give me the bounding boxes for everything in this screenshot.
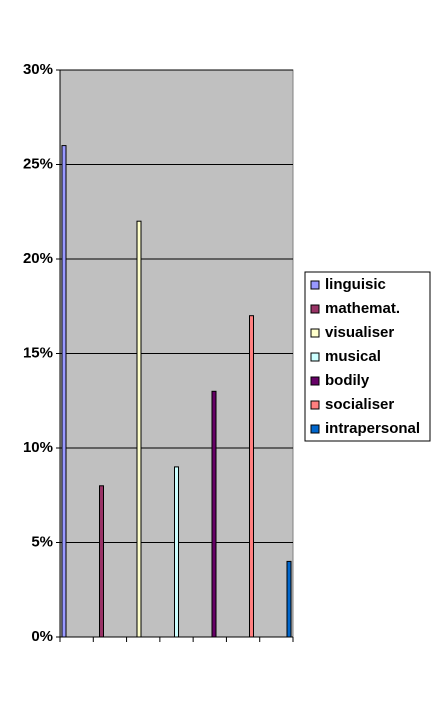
bar <box>211 390 217 638</box>
bar <box>136 220 142 638</box>
legend-label: musical <box>325 348 381 365</box>
legend-label: intrapersonal <box>325 420 420 437</box>
legend-label: visualiser <box>325 324 394 341</box>
y-tick-label: 5% <box>31 533 53 550</box>
y-tick-label: 10% <box>23 439 53 456</box>
legend-box <box>304 271 431 442</box>
bar <box>286 560 292 638</box>
y-tick-label: 25% <box>23 155 53 172</box>
legend-swatch <box>310 424 320 434</box>
legend-swatch <box>310 376 320 386</box>
bar <box>174 466 179 638</box>
legend-swatch <box>310 352 320 362</box>
bar <box>249 315 254 638</box>
legend-label: socialiser <box>325 396 394 413</box>
legend-label: linguisic <box>325 276 386 293</box>
legend-swatch <box>310 304 320 314</box>
legend-swatch <box>310 400 320 410</box>
y-tick-label: 30% <box>23 61 53 78</box>
bar <box>99 485 104 638</box>
y-tick-label: 15% <box>23 344 53 361</box>
y-tick-label: 0% <box>31 628 53 645</box>
legend-swatch <box>310 280 320 290</box>
y-tick-label: 20% <box>23 250 53 267</box>
legend-label: bodily <box>325 372 370 389</box>
legend-swatch <box>310 328 320 338</box>
legend-label: mathemat. <box>325 300 400 317</box>
bar <box>61 145 67 638</box>
